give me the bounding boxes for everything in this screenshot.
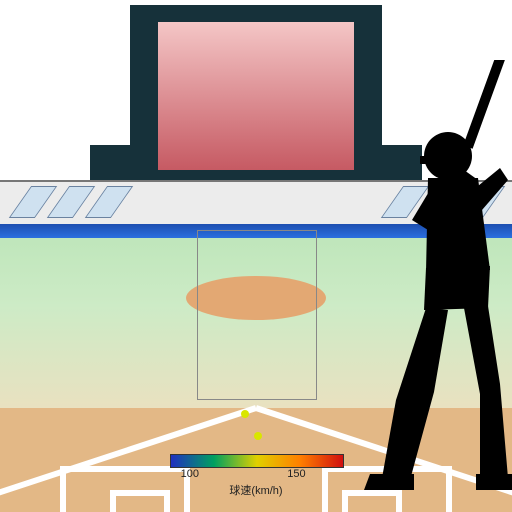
speed-legend-tick: 150 — [287, 468, 305, 480]
strike-zone — [197, 230, 317, 400]
plate-line — [60, 466, 66, 512]
plate-line — [110, 490, 170, 496]
pitch-chart-stage: 100 150 球速(km/h) — [0, 0, 512, 512]
plate-line — [342, 490, 348, 512]
speed-legend-title: 球速(km/h) — [170, 482, 342, 498]
pitch-marker — [254, 432, 262, 440]
speed-legend-tick: 100 — [181, 468, 199, 480]
batter-silhouette — [330, 60, 512, 490]
plate-line — [110, 490, 116, 512]
plate-line — [396, 490, 402, 512]
speed-legend-bar — [170, 454, 344, 468]
plate-line — [342, 490, 402, 496]
pitch-marker — [241, 410, 249, 418]
speed-legend: 100 150 球速(km/h) — [170, 454, 342, 496]
